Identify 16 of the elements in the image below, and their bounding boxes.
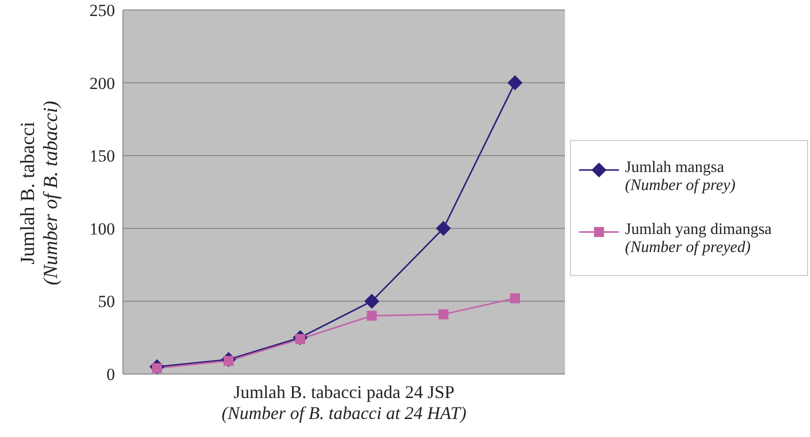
point bbox=[366, 310, 377, 321]
y-tick-label: 0 bbox=[106, 365, 115, 384]
y-tick-label: 200 bbox=[90, 74, 115, 93]
y-tick-label: 150 bbox=[90, 146, 115, 166]
point bbox=[436, 220, 451, 236]
point bbox=[438, 309, 448, 320]
point bbox=[508, 75, 522, 90]
y-tick-label: 100 bbox=[90, 219, 115, 238]
y-axis-title: Jumlah B. tabacci (Number of B. tabacci) bbox=[17, 100, 63, 285]
legend-label: Jumlah mangsa (Number of prey) bbox=[625, 159, 736, 195]
legend-label: Jumlah yang dimangsa (Number of preyed) bbox=[625, 221, 772, 257]
y-tick-label: 50 bbox=[98, 292, 115, 312]
point bbox=[364, 294, 380, 309]
point bbox=[510, 293, 520, 304]
y-tick-label: 250 bbox=[90, 1, 115, 20]
x-axis-title: Jumlah B. tabacci pada 24 JSP (Number of B. tabacci at 24 HAT) bbox=[220, 382, 468, 424]
